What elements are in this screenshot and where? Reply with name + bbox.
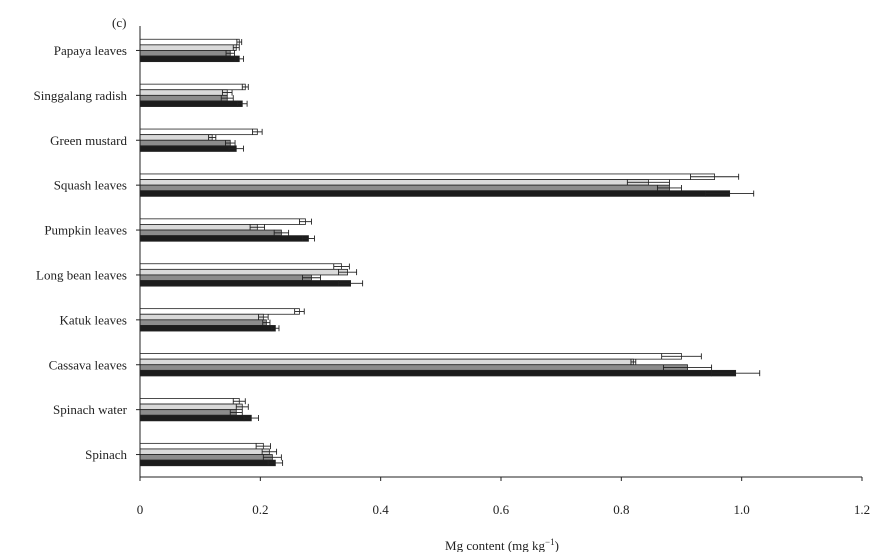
bar bbox=[139, 100, 243, 107]
bar bbox=[139, 184, 670, 192]
x-tick-label: 1.0 bbox=[734, 502, 750, 517]
x-axis-title-main: Mg content (mg kg bbox=[445, 538, 546, 552]
bar bbox=[139, 308, 300, 315]
bar bbox=[139, 454, 273, 461]
bar bbox=[139, 263, 342, 270]
bar bbox=[139, 145, 237, 152]
category-label: Papaya leaves bbox=[54, 43, 127, 58]
bar bbox=[139, 218, 306, 225]
bar bbox=[139, 325, 276, 332]
bar bbox=[139, 409, 237, 416]
bar bbox=[139, 403, 243, 411]
bar bbox=[139, 280, 351, 287]
bar bbox=[139, 94, 228, 102]
x-tick-label: 0.4 bbox=[373, 502, 390, 517]
bar bbox=[139, 179, 649, 186]
bar bbox=[139, 190, 731, 197]
bar bbox=[139, 44, 237, 51]
bar bbox=[139, 442, 264, 450]
bar bbox=[139, 50, 231, 57]
x-tick-label: 0.8 bbox=[613, 502, 629, 517]
x-axis-title-end: ) bbox=[555, 538, 559, 552]
bar bbox=[139, 459, 276, 467]
bar bbox=[139, 414, 252, 422]
bar bbox=[139, 224, 258, 231]
category-label: Squash leaves bbox=[54, 178, 127, 193]
bar bbox=[139, 55, 240, 63]
category-label: Long bean leaves bbox=[36, 267, 127, 282]
category-label: Green mustard bbox=[50, 133, 127, 148]
bars bbox=[139, 38, 761, 467]
x-axis-title-sup: −1 bbox=[545, 537, 555, 547]
x-tick-label: 1.2 bbox=[854, 502, 870, 517]
bar bbox=[139, 313, 264, 321]
bar bbox=[139, 353, 682, 360]
x-tick-label: 0.2 bbox=[252, 502, 268, 517]
bar bbox=[139, 319, 267, 326]
bar bbox=[139, 364, 688, 371]
category-label: Pumpkin leaves bbox=[44, 223, 127, 238]
bar bbox=[139, 268, 348, 276]
x-axis: 0 0.2 0.4 0.6 0.8 1.0 1.2 bbox=[137, 476, 870, 517]
bar bbox=[139, 128, 258, 136]
bar bbox=[139, 173, 715, 180]
y-axis bbox=[136, 26, 141, 477]
category-label: Singgalang radish bbox=[33, 88, 127, 103]
category-labels: Papaya leaves Singgalang radish Green must… bbox=[33, 43, 127, 462]
bar bbox=[139, 89, 228, 96]
category-label: Katuk leaves bbox=[59, 312, 127, 327]
category-label: Cassava leaves bbox=[49, 357, 127, 372]
bar bbox=[139, 358, 634, 366]
x-axis-title: Mg content (mg kg−1) bbox=[445, 537, 559, 552]
bar bbox=[139, 139, 231, 147]
panel-label: (c) bbox=[112, 15, 126, 30]
x-tick-label: 0 bbox=[137, 502, 144, 517]
bar bbox=[139, 83, 246, 91]
bar bbox=[139, 274, 312, 281]
x-tick-label: 0.6 bbox=[493, 502, 510, 517]
bar bbox=[139, 369, 737, 377]
bar bbox=[139, 398, 240, 405]
bar bbox=[139, 134, 213, 141]
category-label: Spinach water bbox=[53, 402, 128, 417]
bar bbox=[139, 229, 282, 237]
bar bbox=[139, 38, 240, 46]
category-label: Spinach bbox=[85, 447, 127, 462]
bar bbox=[139, 448, 270, 455]
bar bbox=[139, 235, 309, 242]
